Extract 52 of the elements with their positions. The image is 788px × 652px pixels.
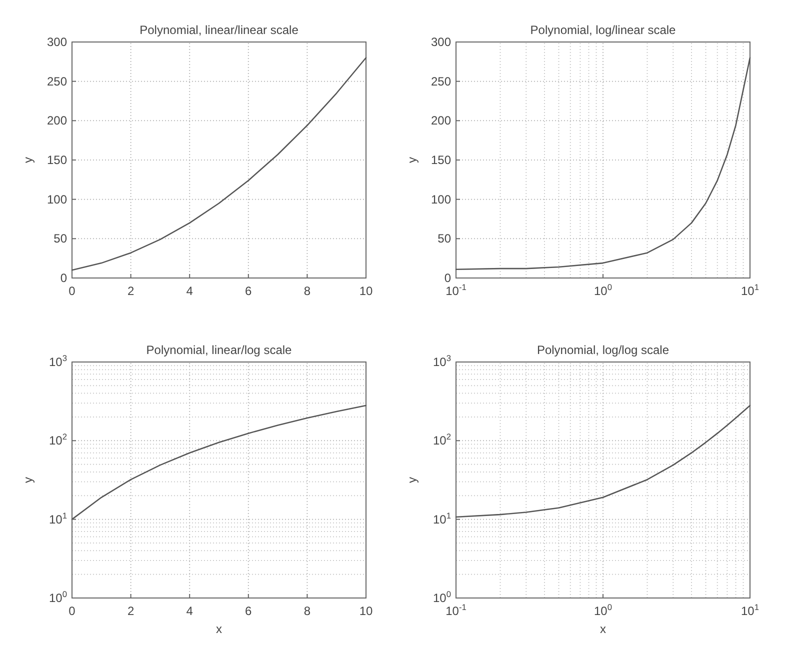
x-tick-label: 8 <box>304 604 311 618</box>
y-tick-label: 10$^{3}$ <box>48 353 68 369</box>
y-tick-label: 300 <box>46 35 68 49</box>
x-axis-title: x <box>600 622 606 636</box>
y-tick-label: 10$^{1}$ <box>48 510 68 526</box>
x-tick-label: 2 <box>127 284 134 298</box>
y-axis-title: y <box>21 157 35 163</box>
chart-title: Polynomial, log/log scale <box>536 343 670 357</box>
chart-title: Polynomial, linear/log scale <box>146 343 292 357</box>
x-tick-label: 10$^{1}$ <box>740 602 760 618</box>
y-axis-title: y <box>405 477 419 483</box>
y-tick-label: 100 <box>430 192 452 206</box>
y-tick-label: 10$^{0}$ <box>48 589 68 605</box>
y-tick-label: 200 <box>430 114 452 128</box>
x-tick-label: 0 <box>68 604 76 618</box>
x-axis-title: x <box>216 622 222 636</box>
y-tick-label: 10$^{2}$ <box>432 432 452 448</box>
y-tick-label: 250 <box>46 74 68 88</box>
line-series <box>71 404 367 520</box>
y-tick-label: 0 <box>444 271 452 285</box>
x-tick-label: 6 <box>245 284 252 298</box>
y-tick-label: 10$^{1}$ <box>432 510 452 526</box>
y-tick-label: 10$^{0}$ <box>432 589 452 605</box>
x-tick-label: 10 <box>359 284 373 298</box>
y-tick-label: 50 <box>54 232 68 246</box>
y-tick-label: 200 <box>46 114 68 128</box>
y-tick-label: 250 <box>430 74 452 88</box>
x-tick-label: 2 <box>127 604 134 618</box>
x-tick-label: 10$^{-1}$ <box>446 602 467 618</box>
y-tick-label: 300 <box>430 35 452 49</box>
x-tick-label: 10$^{-1}$ <box>446 282 467 298</box>
y-tick-label: 0 <box>60 271 68 285</box>
y-tick-label: 10$^{2}$ <box>48 432 68 448</box>
y-tick-label: 150 <box>46 153 68 167</box>
y-tick-label: 50 <box>438 232 452 246</box>
chart-title: Polynomial, linear/linear scale <box>140 23 299 37</box>
x-tick-label: 4 <box>186 284 194 298</box>
x-tick-label: 10$^{0}$ <box>594 282 612 298</box>
chart-title: Polynomial, log/linear scale <box>530 23 676 37</box>
x-tick-label: 10$^{0}$ <box>594 602 612 618</box>
x-tick-label: 8 <box>304 284 311 298</box>
x-tick-label: 6 <box>245 604 252 618</box>
y-axis-title: y <box>405 157 419 163</box>
x-tick-label: 0 <box>68 284 76 298</box>
x-tick-label: 10$^{1}$ <box>740 282 760 298</box>
y-axis-title: y <box>21 477 35 483</box>
x-tick-label: 10 <box>359 604 373 618</box>
x-tick-label: 4 <box>186 604 194 618</box>
y-tick-label: 100 <box>46 192 68 206</box>
y-tick-label: 10$^{3}$ <box>432 353 452 369</box>
y-tick-label: 150 <box>430 153 452 167</box>
line-series <box>71 57 367 271</box>
